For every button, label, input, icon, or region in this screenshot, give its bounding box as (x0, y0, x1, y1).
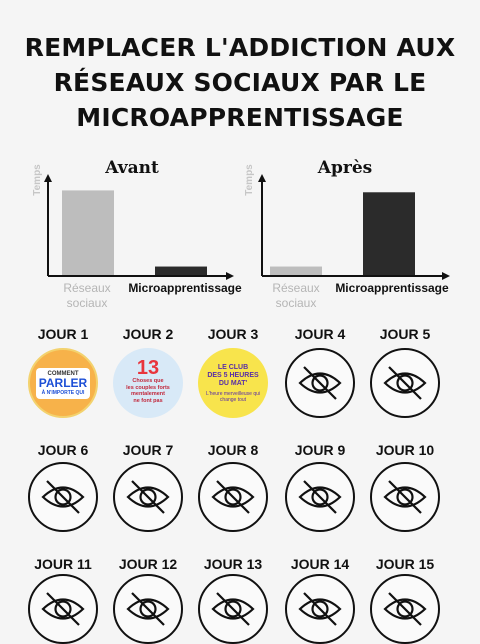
day-label: JOUR 9 (294, 442, 346, 458)
locked-day[interactable] (285, 462, 355, 532)
day-label: JOUR 14 (290, 556, 350, 572)
eye-slash-icon (383, 480, 427, 514)
day-label: JOUR 5 (379, 326, 431, 342)
book-title: ne font pas (133, 397, 163, 404)
locked-day[interactable] (198, 462, 268, 532)
y-axis-arrow (258, 174, 266, 182)
day-label: JOUR 11 (34, 556, 92, 572)
day-label: JOUR 2 (122, 326, 174, 342)
book-title: DES 5 HEURES (207, 371, 259, 379)
day-label: JOUR 1 (37, 326, 89, 342)
locked-day[interactable] (370, 348, 440, 418)
eye-slash-icon (126, 592, 170, 626)
page-title: REMPLACER L'ADDICTION AUX RÉSEAUX SOCIAU… (0, 30, 480, 135)
day-label: JOUR 4 (294, 326, 346, 342)
locked-day[interactable] (113, 574, 183, 644)
title-line: RÉSEAUX SOCIAUX PAR LE (53, 68, 427, 97)
chart-bar (155, 266, 207, 275)
book-title: COMMENT PARLER À N'IMPORTE QUI (36, 367, 90, 399)
book-cover[interactable]: COMMENT PARLER À N'IMPORTE QUI (28, 348, 98, 418)
comparison-charts: Avant Temps Réseaux sociaux Microapprentissa… (32, 158, 450, 310)
day-label: JOUR 3 (207, 326, 259, 342)
book-title: Choses que (132, 378, 164, 384)
day-label: JOUR 10 (375, 442, 435, 458)
y-axis-label: Temps (32, 164, 43, 196)
book-title: mentalement (131, 391, 165, 397)
locked-day[interactable] (285, 574, 355, 644)
book-number: 13 (136, 357, 160, 379)
eye-slash-icon (298, 366, 342, 400)
tick-label: Réseaux sociaux (63, 281, 110, 310)
tick-label: Microapprentissage (128, 281, 242, 295)
eye-slash-icon (126, 480, 170, 514)
tick-label: Réseaux sociaux (272, 281, 319, 310)
tick-label: Microapprentissage (335, 281, 449, 295)
day-label: JOUR 15 (375, 556, 435, 572)
book-cover[interactable]: LE CLUB DES 5 HEURES DU MAT' L'heure mervei… (198, 348, 268, 418)
chart-bar (270, 266, 322, 275)
day-label: JOUR 13 (203, 556, 263, 572)
x-axis-arrow (442, 272, 450, 280)
x-axis-arrow (226, 272, 234, 280)
book-title: les couples forts (126, 384, 170, 391)
eye-slash-icon (298, 480, 342, 514)
eye-slash-icon (383, 592, 427, 626)
chart-title: Après (317, 158, 372, 178)
day-label: JOUR 6 (37, 442, 89, 458)
day-label: JOUR 7 (122, 442, 174, 458)
day-label: JOUR 12 (118, 556, 178, 572)
day-label: JOUR 8 (207, 442, 259, 458)
locked-day[interactable] (113, 462, 183, 532)
title-line: MICROAPPRENTISSAGE (76, 103, 404, 132)
eye-slash-icon (383, 366, 427, 400)
title-line: REMPLACER L'ADDICTION AUX (24, 33, 456, 62)
book-cover[interactable]: 13 Choses que les couples forts mentalement… (113, 348, 183, 418)
locked-day[interactable] (370, 462, 440, 532)
book-title: LE CLUB (217, 363, 249, 371)
locked-day[interactable] (28, 574, 98, 644)
eye-slash-icon (298, 592, 342, 626)
eye-slash-icon (41, 592, 85, 626)
locked-day[interactable] (285, 348, 355, 418)
y-axis-arrow (44, 174, 52, 182)
locked-day[interactable] (28, 462, 98, 532)
chart-bar (62, 190, 114, 275)
eye-slash-icon (41, 480, 85, 514)
book-title: DU MAT' (218, 379, 248, 387)
chart-title: Avant (104, 158, 159, 178)
eye-slash-icon (211, 480, 255, 514)
book-subtitle: L'heure merveilleuse qui change tout (205, 390, 261, 403)
locked-day[interactable] (370, 574, 440, 644)
locked-day[interactable] (198, 574, 268, 644)
eye-slash-icon (211, 592, 255, 626)
y-axis-label: Temps (244, 164, 255, 196)
chart-bar (363, 192, 415, 275)
